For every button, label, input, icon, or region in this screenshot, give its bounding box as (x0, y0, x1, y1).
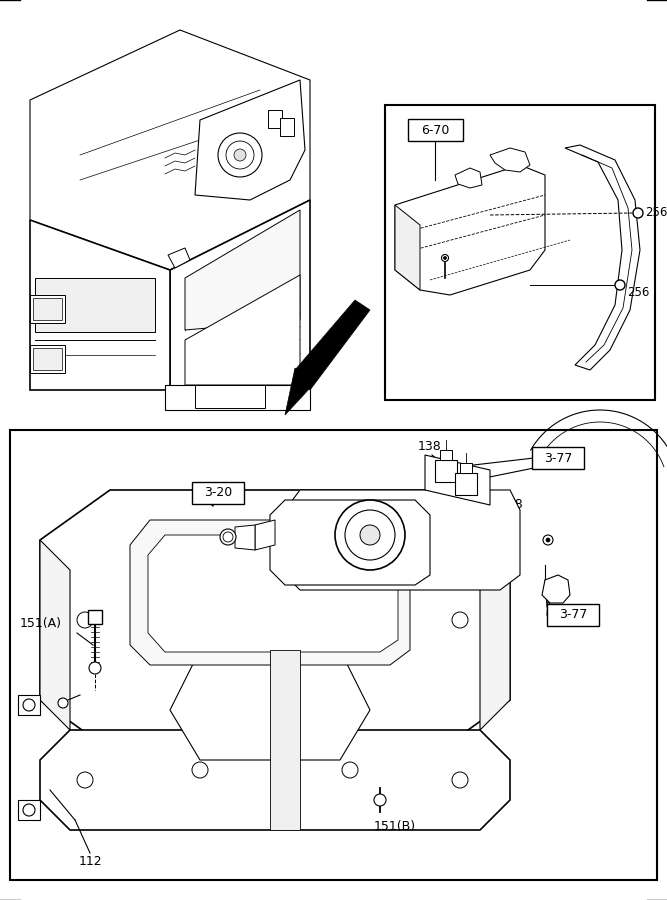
Polygon shape (185, 210, 300, 330)
Polygon shape (195, 385, 265, 408)
Polygon shape (18, 695, 40, 715)
Circle shape (223, 532, 233, 542)
Circle shape (194, 487, 200, 493)
Polygon shape (455, 168, 482, 188)
Polygon shape (130, 520, 410, 665)
Bar (385, 105, 655, 400)
Polygon shape (170, 200, 310, 390)
Circle shape (360, 525, 380, 545)
Text: 256: 256 (645, 206, 667, 220)
Circle shape (633, 208, 643, 218)
Polygon shape (295, 300, 370, 390)
Polygon shape (40, 540, 70, 730)
Bar (440, 450, 452, 460)
Polygon shape (185, 275, 300, 385)
Bar (455, 473, 477, 495)
Bar (460, 463, 472, 473)
Circle shape (374, 794, 386, 806)
Polygon shape (170, 650, 370, 760)
Polygon shape (35, 278, 155, 332)
Circle shape (199, 492, 211, 504)
Circle shape (220, 529, 236, 545)
Circle shape (452, 772, 468, 788)
Circle shape (226, 141, 254, 169)
Text: 3-77: 3-77 (559, 608, 587, 622)
Text: 32: 32 (337, 575, 353, 588)
Bar (532, 447, 584, 469)
Circle shape (234, 149, 246, 161)
Text: 3-77: 3-77 (544, 452, 572, 464)
Circle shape (444, 256, 446, 259)
Text: 138: 138 (500, 499, 524, 511)
Polygon shape (30, 30, 310, 270)
Bar (10, 430, 657, 880)
Circle shape (442, 255, 448, 262)
Circle shape (23, 699, 35, 711)
Bar (30, 295, 65, 323)
Circle shape (546, 538, 550, 542)
Polygon shape (235, 525, 255, 550)
Polygon shape (480, 540, 510, 730)
Bar (408, 119, 462, 141)
Text: 151(A): 151(A) (20, 617, 62, 630)
Text: 3-20: 3-20 (204, 487, 232, 500)
Circle shape (192, 762, 208, 778)
Bar (192, 482, 244, 504)
Circle shape (77, 772, 93, 788)
Polygon shape (395, 165, 545, 295)
Polygon shape (565, 145, 640, 370)
Circle shape (218, 133, 262, 177)
Polygon shape (270, 500, 430, 585)
Polygon shape (270, 650, 300, 830)
Text: 138: 138 (418, 440, 442, 453)
Bar (280, 118, 294, 136)
Polygon shape (542, 575, 570, 603)
Polygon shape (168, 248, 190, 268)
Circle shape (335, 500, 405, 570)
Text: 6-70: 6-70 (421, 123, 449, 137)
Circle shape (615, 280, 625, 290)
Polygon shape (148, 535, 398, 652)
Polygon shape (30, 220, 170, 390)
Text: 112: 112 (78, 855, 102, 868)
Circle shape (58, 698, 68, 708)
Circle shape (23, 804, 35, 816)
Polygon shape (285, 368, 310, 415)
Circle shape (452, 612, 468, 628)
Polygon shape (195, 80, 305, 200)
Polygon shape (40, 730, 510, 830)
Bar (33, 348, 62, 370)
Polygon shape (255, 520, 275, 550)
Polygon shape (490, 148, 530, 172)
Polygon shape (18, 800, 40, 820)
Circle shape (77, 612, 93, 628)
Bar (30, 345, 65, 373)
Bar (33, 298, 62, 320)
Bar (547, 604, 599, 626)
Bar (88, 610, 102, 624)
Polygon shape (395, 205, 420, 290)
Polygon shape (165, 385, 310, 410)
Circle shape (89, 662, 101, 674)
Polygon shape (285, 490, 520, 590)
Circle shape (345, 510, 395, 560)
Polygon shape (425, 455, 490, 505)
Bar (435, 460, 457, 482)
Polygon shape (40, 490, 510, 750)
Circle shape (543, 535, 553, 545)
Text: 151(B): 151(B) (374, 820, 416, 833)
Text: 256: 256 (627, 285, 650, 299)
Circle shape (342, 762, 358, 778)
Bar (268, 110, 282, 128)
